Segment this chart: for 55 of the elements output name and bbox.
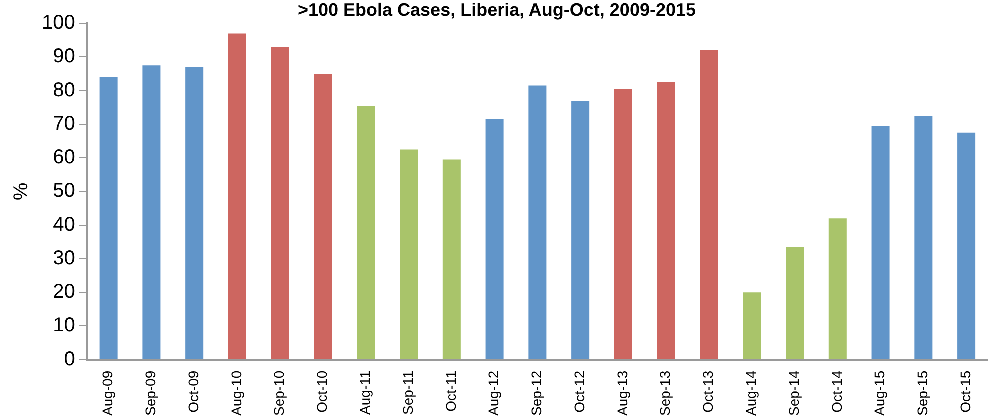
y-axis-title: % [10,182,33,201]
y-tick-label: 50 [53,180,76,202]
x-tick-label: Oct-12 [571,370,588,413]
bar [872,126,890,360]
y-tick-label: 30 [53,247,76,270]
bar [186,67,204,360]
bar [914,116,933,360]
bar [700,50,718,360]
bar [828,218,847,360]
bar [743,292,762,360]
bar [528,86,547,360]
bar [400,150,418,360]
x-tick-label: Sep-13 [657,370,674,416]
x-tick-label: Oct-11 [442,370,459,412]
x-tick-label: Aug-09 [100,370,116,416]
x-tick-label: Aug-15 [872,370,888,416]
bar [958,132,976,360]
bar [228,34,246,360]
x-tick-label: Sep-11 [400,370,416,415]
x-tick-label: Oct-15 [957,370,974,413]
x-tick-label: Aug-13 [614,370,630,416]
bar [786,247,804,360]
bar [442,160,461,360]
x-tick-label: Oct-09 [185,370,202,413]
y-tick-label: 10 [53,314,76,337]
x-tick-label: Aug-14 [742,370,759,416]
bar [572,100,590,360]
x-tick-label: Sep-14 [786,370,802,416]
y-tick-label: 80 [53,79,76,102]
bar [271,47,290,360]
bar [357,106,376,360]
x-tick-label: Sep-15 [914,370,931,416]
x-tick-label: Oct-13 [700,370,716,413]
chart-title: >100 Ebola Cases, Liberia, Aug-Oct, 2009-2015 [298,0,696,20]
x-tick-label: Sep-12 [528,370,545,416]
x-tick-label: Aug-12 [486,370,502,416]
y-tick-label: 100 [42,12,76,34]
y-tick-label: 20 [53,281,76,304]
x-tick-label: Oct-14 [828,370,845,413]
x-tick-label: Sep-09 [142,370,159,416]
x-tick-label: Aug-11 [356,370,373,415]
bar [486,119,504,360]
x-tick-label: Aug-10 [228,370,244,416]
bar [614,89,632,360]
x-tick-label: Oct-10 [314,370,330,413]
y-tick-label: 70 [53,112,76,135]
bar [314,74,332,360]
bar [657,82,676,360]
bar [100,77,118,360]
y-tick-label: 60 [53,146,76,169]
x-tick-label: Sep-10 [271,370,288,416]
y-tick-label: 90 [53,46,76,68]
bar [142,66,161,360]
y-tick-label: 0 [64,348,76,370]
y-tick-label: 40 [53,214,76,236]
